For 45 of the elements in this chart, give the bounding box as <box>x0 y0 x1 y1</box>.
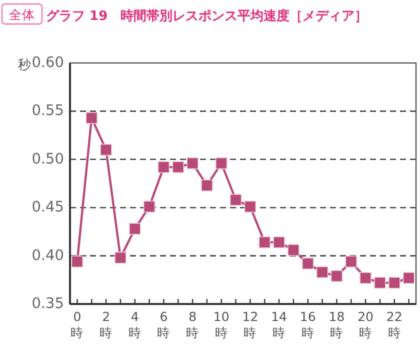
x-tick-label: 8時 <box>186 309 200 340</box>
point <box>100 144 112 156</box>
y-tick-label: 0.50 <box>32 151 64 168</box>
chart-title: グラフ 19 時間帯別レスポンス平均速度［メディア］ <box>46 8 368 24</box>
x-tick-label: 12時 <box>242 309 258 340</box>
x-tick-label: 0時 <box>70 309 84 340</box>
point <box>402 272 415 284</box>
point <box>114 252 126 264</box>
x-tick-label: 22時 <box>386 309 402 340</box>
point <box>86 112 98 124</box>
point <box>273 236 285 248</box>
point <box>345 256 358 268</box>
y-tick-label: 0.35 <box>32 296 64 312</box>
chart-subtitle: 全体 <box>9 7 35 22</box>
x-tick-label: 20時 <box>358 309 374 340</box>
y-tick-label: 0.45 <box>32 200 64 216</box>
point <box>316 266 328 278</box>
x-tick-label: 6時 <box>157 309 170 340</box>
y-tick-label: 0.55 <box>32 103 64 120</box>
x-tick-label: 14時 <box>271 309 288 340</box>
y-tick-label: 0.40 <box>32 248 64 264</box>
point <box>374 276 386 289</box>
point <box>360 272 372 284</box>
point <box>302 258 314 270</box>
point <box>128 222 141 235</box>
point <box>143 200 156 213</box>
point <box>288 244 300 256</box>
x-tick-label: 4時 <box>128 309 142 340</box>
point <box>330 270 343 282</box>
y-tick-label: 0.60 <box>32 55 64 71</box>
point <box>71 256 84 268</box>
x-tick-label: 18時 <box>328 309 345 340</box>
point <box>215 157 228 170</box>
y-axis-title: 秒 <box>18 58 31 73</box>
point <box>172 161 184 174</box>
point <box>230 194 242 206</box>
point <box>201 180 213 192</box>
x-tick-label: 10時 <box>213 309 230 340</box>
point <box>186 157 198 170</box>
x-tick-label: 2時 <box>100 309 113 340</box>
point <box>244 200 256 213</box>
point <box>388 276 400 289</box>
point <box>258 236 271 248</box>
x-tick-label: 16時 <box>300 309 316 340</box>
point <box>158 161 170 174</box>
